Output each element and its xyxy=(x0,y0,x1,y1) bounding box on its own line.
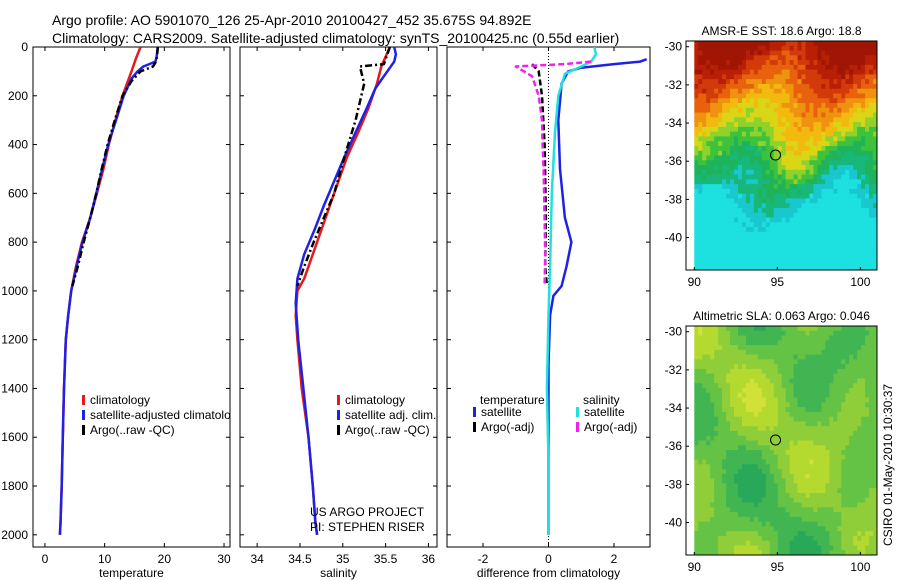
temperature-legend-entry: Argo(..raw -QC) xyxy=(90,423,175,437)
salinity-plot-frame xyxy=(239,46,438,548)
temperature-legend-entry: satellite-adjusted climatolo xyxy=(90,408,231,422)
salinity-xtick-label: 36 xyxy=(422,552,436,566)
difference-legend-temp-entry: Argo(-adj) xyxy=(481,420,534,434)
salinity-axis-label: salinity xyxy=(320,566,357,580)
difference-xtick-label: 2 xyxy=(611,552,618,566)
difference-xtick-label: 0 xyxy=(545,552,552,566)
salinity-legend-swatch xyxy=(337,410,340,420)
figure-title-line1: Argo profile: AO 5901070_126 25-Apr-2010… xyxy=(52,12,532,28)
sst_map-frame xyxy=(685,40,878,271)
sst_map-ytick-label: -32 xyxy=(665,78,683,92)
sst_map-ytick-label: -40 xyxy=(665,231,683,245)
sst_map-xtick-label: 90 xyxy=(688,275,702,289)
salinity-series-line-1 xyxy=(294,47,398,535)
difference-axis-label: difference from climatology xyxy=(477,566,620,580)
sst_map-ytick-label: -34 xyxy=(665,116,683,130)
temperature-legend-swatch xyxy=(82,425,85,435)
difference-series-line-0 xyxy=(547,58,648,535)
temperature-xtick-label: 0 xyxy=(42,552,49,566)
sla_map-field xyxy=(694,326,878,556)
temperature-xtick-label: 20 xyxy=(158,552,172,566)
difference-legend-sal-header: salinity xyxy=(583,393,620,407)
temperature-xtick-label: 30 xyxy=(217,552,231,566)
salinity-xtick-label: 35 xyxy=(336,552,350,566)
figure-title-line2: Climatology: CARS2009. Satellite-adjuste… xyxy=(52,30,620,46)
sla_map-ytick-label: -34 xyxy=(665,401,683,415)
sst_map-ytick-label: -38 xyxy=(665,192,683,206)
difference-xtick-label: -2 xyxy=(478,552,489,566)
difference-legend-sal-entry: Argo(-adj) xyxy=(584,420,637,434)
temperature-legend-swatch xyxy=(82,410,85,420)
sla_map-title: Altimetric SLA: 0.063 Argo: 0.046 xyxy=(693,309,870,323)
salinity-legend-entry: satellite adj. clim. xyxy=(345,408,436,422)
temperature-ytick-label: 1400 xyxy=(1,381,28,395)
temperature-legend-entry: climatology xyxy=(90,393,150,407)
difference-legend-temp-entry: satellite xyxy=(481,405,522,419)
sla_map-ytick-label: -32 xyxy=(665,363,683,377)
salinity-legend-swatch xyxy=(337,425,340,435)
difference-legend-temp-swatch xyxy=(473,422,476,432)
temperature-ytick-label: 1600 xyxy=(1,430,28,444)
temperature-plot-frame xyxy=(32,46,231,548)
sla_map-ytick-label: -36 xyxy=(665,439,683,453)
temperature-legend-swatch xyxy=(82,395,85,405)
temperature-ytick-label: 200 xyxy=(8,89,28,103)
sla_map-xtick-label: 90 xyxy=(688,560,702,574)
project-annotation: US ARGO PROJECT xyxy=(310,505,425,519)
sst_map-xtick-label: 95 xyxy=(771,275,785,289)
salinity-legend-swatch xyxy=(337,395,340,405)
temperature-ytick-label: 1800 xyxy=(1,479,28,493)
sst_map-ytick-label: -30 xyxy=(665,40,683,54)
temperature-xtick-label: 10 xyxy=(98,552,112,566)
sst_map-argo-location-marker xyxy=(770,149,782,161)
temperature-ytick-label: 2000 xyxy=(1,528,28,542)
temperature-ytick-label: 1200 xyxy=(1,333,28,347)
sst_map-field xyxy=(694,41,878,271)
difference-legend-temp-swatch xyxy=(473,407,476,417)
temperature-axis-label: temperature xyxy=(99,566,164,580)
difference-legend-sal-swatch xyxy=(576,407,579,417)
sla_map-ytick-label: -40 xyxy=(665,516,683,530)
difference-legend-temp-header: temperature xyxy=(480,393,545,407)
sla_map-argo-location-marker xyxy=(770,434,782,446)
salinity-series-line-2 xyxy=(296,47,392,287)
sst_map-xtick-label: 100 xyxy=(850,275,870,289)
sla_map-ytick-label: -30 xyxy=(665,325,683,339)
timestamp-label: CSIRO 01-May-2010 10:30:37 xyxy=(881,384,895,546)
salinity-xtick-label: 34 xyxy=(250,552,264,566)
difference-legend-sal-entry: satellite xyxy=(584,405,625,419)
sla_map-frame xyxy=(685,325,878,556)
pi-annotation: PI: STEPHEN RISER xyxy=(310,520,425,534)
difference-series-line-3 xyxy=(514,60,592,287)
salinity-xtick-label: 34.5 xyxy=(288,552,312,566)
temperature-ytick-label: 1000 xyxy=(1,284,28,298)
sst_map-ytick-label: -36 xyxy=(665,154,683,168)
sla_map-xtick-label: 95 xyxy=(771,560,785,574)
temperature-series-line-2 xyxy=(71,47,160,287)
difference-series-line-1 xyxy=(531,63,549,287)
sst_map-title: AMSR-E SST: 18.6 Argo: 18.8 xyxy=(701,24,861,38)
temperature-ytick-label: 800 xyxy=(8,235,28,249)
sla_map-ytick-label: -38 xyxy=(665,477,683,491)
salinity-xtick-label: 35.5 xyxy=(374,552,398,566)
temperature-ytick-label: 0 xyxy=(21,40,28,54)
temperature-ytick-label: 400 xyxy=(8,138,28,152)
temperature-ytick-label: 600 xyxy=(8,186,28,200)
difference-legend-sal-swatch xyxy=(576,422,579,432)
salinity-legend-entry: climatology xyxy=(345,393,405,407)
salinity-legend-entry: Argo(..raw -QC) xyxy=(345,423,430,437)
sla_map-xtick-label: 100 xyxy=(850,560,870,574)
